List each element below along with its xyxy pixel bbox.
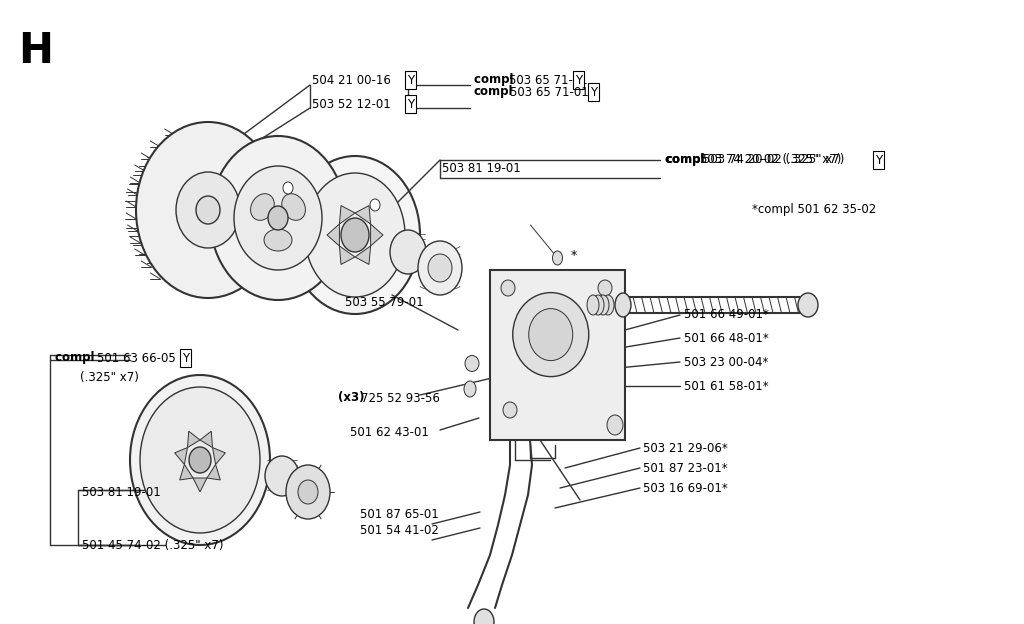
Ellipse shape	[528, 309, 572, 361]
Ellipse shape	[615, 293, 631, 317]
Polygon shape	[187, 431, 200, 447]
Text: 501 63 66-05: 501 63 66-05	[97, 351, 176, 364]
Polygon shape	[339, 246, 355, 265]
Text: 503 74 20-02 (.325" x7): 503 74 20-02 (.325" x7)	[703, 154, 845, 167]
Ellipse shape	[418, 241, 462, 295]
Polygon shape	[175, 447, 187, 464]
Text: compl: compl	[55, 351, 98, 364]
Text: 503 65 71-01: 503 65 71-01	[510, 85, 589, 99]
Ellipse shape	[234, 166, 322, 270]
Polygon shape	[355, 246, 371, 265]
Ellipse shape	[251, 193, 274, 220]
Ellipse shape	[283, 182, 293, 194]
Text: 501 62 43-01: 501 62 43-01	[350, 426, 429, 439]
Ellipse shape	[503, 402, 517, 418]
Ellipse shape	[587, 295, 599, 315]
Text: 725 52 93-56: 725 52 93-56	[361, 391, 440, 404]
Polygon shape	[200, 431, 213, 447]
Ellipse shape	[501, 280, 515, 296]
Text: 503 81 19-01: 503 81 19-01	[82, 485, 161, 499]
Text: 501 87 23-01*: 501 87 23-01*	[643, 462, 728, 474]
Text: 501 66 48-01*: 501 66 48-01*	[684, 331, 769, 344]
Text: (x3): (x3)	[338, 391, 369, 404]
Polygon shape	[207, 464, 220, 480]
Text: Y: Y	[575, 74, 582, 87]
Ellipse shape	[210, 136, 346, 300]
Text: Y: Y	[590, 85, 597, 99]
Text: 501 54 41-02: 501 54 41-02	[360, 524, 439, 537]
Ellipse shape	[598, 280, 612, 296]
Text: 503 74 20-02 (.325" x7): 503 74 20-02 (.325" x7)	[700, 154, 842, 167]
Ellipse shape	[290, 156, 420, 314]
Ellipse shape	[553, 251, 562, 265]
Ellipse shape	[341, 218, 369, 252]
Text: H: H	[18, 30, 53, 72]
Text: 501 61 58-01*: 501 61 58-01*	[684, 379, 769, 392]
Text: Y: Y	[182, 351, 189, 364]
Text: 503 81 19-01: 503 81 19-01	[442, 162, 521, 175]
Text: compl: compl	[474, 74, 517, 87]
Text: (.325" x7): (.325" x7)	[80, 371, 139, 384]
Ellipse shape	[592, 295, 604, 315]
Ellipse shape	[265, 456, 299, 496]
Text: Y: Y	[874, 154, 882, 167]
Text: Y: Y	[407, 74, 414, 87]
Text: *: *	[570, 248, 578, 261]
Ellipse shape	[464, 381, 476, 397]
Text: 504 21 00-16: 504 21 00-16	[312, 74, 391, 87]
Text: compl: compl	[665, 154, 705, 167]
Text: 501 66 49-01*: 501 66 49-01*	[684, 308, 769, 321]
Ellipse shape	[268, 206, 288, 230]
Polygon shape	[179, 464, 194, 480]
Ellipse shape	[602, 295, 614, 315]
Ellipse shape	[465, 356, 479, 371]
Text: compl: compl	[665, 154, 709, 167]
Text: compl: compl	[474, 85, 513, 99]
Text: 501 87 65-01: 501 87 65-01	[360, 507, 438, 520]
Text: 503 16 69-01*: 503 16 69-01*	[643, 482, 728, 494]
Text: 503 23 00-04*: 503 23 00-04*	[684, 356, 768, 369]
Polygon shape	[327, 224, 339, 246]
Ellipse shape	[176, 172, 240, 248]
Ellipse shape	[474, 609, 494, 624]
Ellipse shape	[136, 122, 280, 298]
Ellipse shape	[305, 173, 406, 297]
Ellipse shape	[370, 199, 380, 211]
Ellipse shape	[189, 447, 211, 473]
Ellipse shape	[513, 293, 589, 377]
Text: Y: Y	[407, 97, 414, 110]
Polygon shape	[355, 205, 371, 224]
Ellipse shape	[298, 480, 318, 504]
Bar	[490, 270, 625, 440]
Ellipse shape	[798, 293, 818, 317]
Text: *compl 501 62 35-02: *compl 501 62 35-02	[752, 203, 877, 217]
Polygon shape	[194, 478, 207, 492]
Text: 503 65 71-01: 503 65 71-01	[509, 74, 588, 87]
Ellipse shape	[390, 230, 426, 274]
Polygon shape	[213, 447, 225, 464]
Polygon shape	[371, 224, 383, 246]
Text: 501 45 74-02 (.325" x7): 501 45 74-02 (.325" x7)	[82, 540, 223, 552]
Ellipse shape	[597, 295, 609, 315]
Text: 503 21 29-06*: 503 21 29-06*	[643, 442, 728, 454]
Ellipse shape	[282, 193, 305, 220]
Ellipse shape	[264, 229, 292, 251]
Ellipse shape	[196, 196, 220, 224]
Ellipse shape	[286, 465, 330, 519]
Polygon shape	[339, 205, 355, 224]
Text: 503 55 79-01: 503 55 79-01	[345, 296, 424, 310]
Ellipse shape	[607, 415, 623, 435]
Ellipse shape	[428, 254, 452, 282]
Ellipse shape	[140, 387, 260, 533]
Ellipse shape	[130, 375, 270, 545]
Text: 503 52 12-01: 503 52 12-01	[312, 97, 391, 110]
